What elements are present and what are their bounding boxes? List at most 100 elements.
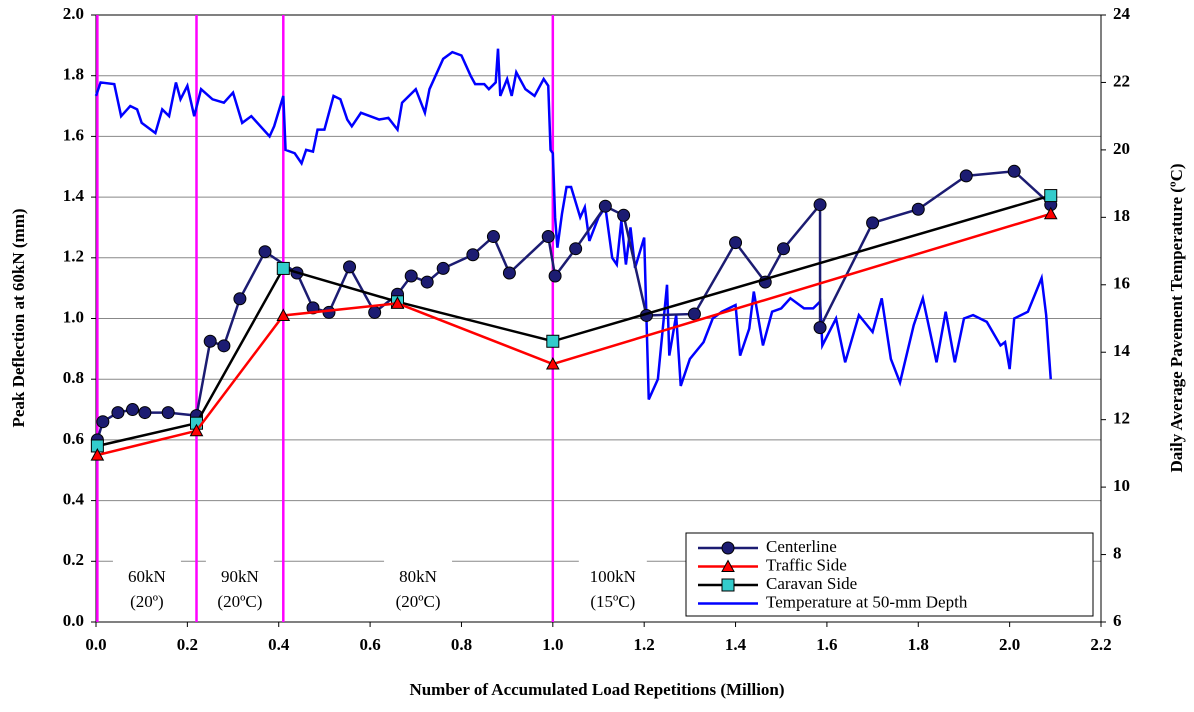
- marker: [959, 169, 973, 183]
- legend-label: Caravan Side: [766, 574, 857, 593]
- annotation: 90kN: [221, 567, 259, 586]
- marker: [404, 269, 418, 283]
- marker: [502, 266, 516, 280]
- marker: [617, 208, 631, 222]
- y-tick-label: 0.2: [63, 550, 84, 569]
- marker: [813, 198, 827, 212]
- marker: [911, 202, 925, 216]
- marker: [217, 339, 231, 353]
- marker: [729, 236, 743, 250]
- marker: [276, 308, 291, 321]
- marker: [548, 269, 562, 283]
- annotation: 100kN: [590, 567, 636, 586]
- marker: [233, 292, 247, 306]
- y-axis-label: Peak Deflection at 60kN (mm): [9, 208, 28, 427]
- marker: [466, 248, 480, 262]
- legend-label: Centerline: [766, 537, 837, 556]
- y-tick-label: 1.2: [63, 247, 84, 266]
- marker: [276, 261, 290, 275]
- marker: [368, 305, 382, 319]
- series-line: [97, 194, 1052, 448]
- annotation-bg: [384, 554, 453, 616]
- annotation: (20ºC): [217, 592, 262, 611]
- x-tick-label: 1.2: [634, 635, 655, 654]
- series-line: [94, 48, 1052, 400]
- y2-tick-label: 24: [1113, 4, 1131, 23]
- marker: [866, 216, 880, 230]
- y2-tick-label: 12: [1113, 409, 1130, 428]
- y-tick-label: 1.8: [63, 65, 84, 84]
- marker: [687, 307, 701, 321]
- x-tick-label: 0.0: [85, 635, 106, 654]
- y2-tick-label: 6: [1113, 611, 1122, 630]
- y2-tick-label: 8: [1113, 543, 1122, 562]
- marker: [420, 275, 434, 289]
- marker: [1043, 206, 1058, 220]
- marker: [546, 334, 560, 348]
- marker: [777, 242, 791, 256]
- y-tick-label: 2.0: [63, 4, 84, 23]
- marker: [189, 423, 204, 437]
- annotation-bg: [112, 554, 181, 616]
- y-tick-label: 1.6: [63, 125, 84, 144]
- x-tick-label: 0.2: [177, 635, 198, 654]
- x-tick-label: 0.4: [268, 635, 290, 654]
- x-tick-label: 1.4: [725, 635, 747, 654]
- annotation-bg: [205, 554, 274, 616]
- x-axis-label: Number of Accumulated Load Repetitions (…: [409, 680, 784, 699]
- y-tick-label: 1.0: [63, 307, 84, 326]
- marker: [813, 321, 827, 335]
- marker: [486, 230, 500, 244]
- y-tick-label: 1.4: [63, 186, 85, 205]
- y2-tick-label: 10: [1113, 476, 1130, 495]
- y2-tick-label: 16: [1113, 274, 1130, 293]
- marker: [111, 406, 125, 420]
- annotation: (20º): [130, 592, 164, 611]
- marker: [96, 415, 110, 429]
- legend-label: Traffic Side: [766, 555, 847, 574]
- series-line: [96, 170, 1052, 441]
- annotation: (20ºC): [396, 592, 441, 611]
- x-tick-label: 1.6: [816, 635, 837, 654]
- marker: [322, 305, 336, 319]
- y2-tick-label: 22: [1113, 71, 1130, 90]
- legend-label: Temperature at 50-mm Depth: [766, 592, 968, 611]
- marker: [138, 406, 152, 420]
- marker: [436, 261, 450, 275]
- marker: [598, 199, 612, 213]
- legend-marker: [721, 541, 735, 555]
- annotation: (15ºC): [590, 592, 635, 611]
- plot-frame: [95, 14, 1102, 623]
- marker: [258, 245, 272, 259]
- x-tick-label: 1.0: [542, 635, 563, 654]
- marker: [569, 242, 583, 256]
- x-tick-label: 2.2: [1090, 635, 1111, 654]
- marker: [161, 406, 175, 420]
- marker: [390, 296, 405, 309]
- y2-tick-label: 18: [1113, 206, 1130, 225]
- x-tick-label: 1.8: [908, 635, 929, 654]
- annotation: 80kN: [399, 567, 437, 586]
- marker: [545, 356, 560, 370]
- x-tick-label: 2.0: [999, 635, 1020, 654]
- y-tick-label: 0.8: [63, 368, 84, 387]
- x-tick-label: 0.8: [451, 635, 472, 654]
- y-tick-label: 0.0: [63, 611, 84, 630]
- annotation: 60kN: [128, 567, 166, 586]
- marker: [541, 230, 555, 244]
- y2-tick-label: 14: [1113, 341, 1131, 360]
- series-line: [97, 212, 1052, 457]
- marker: [90, 448, 105, 461]
- annotation-bg: [578, 554, 647, 616]
- y2-tick-label: 20: [1113, 139, 1130, 158]
- x-tick-label: 0.6: [359, 635, 380, 654]
- y-tick-label: 0.6: [63, 429, 84, 448]
- y2-axis-label: Daily Average Pavement Temperature (ºC): [1167, 163, 1186, 472]
- marker: [126, 403, 140, 417]
- legend-marker: [721, 578, 735, 592]
- marker: [203, 334, 217, 348]
- y-tick-label: 0.4: [63, 490, 85, 509]
- marker: [1007, 164, 1021, 178]
- marker: [1044, 189, 1058, 203]
